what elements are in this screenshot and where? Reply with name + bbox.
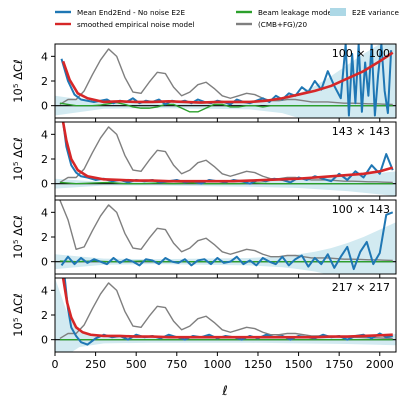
legend-entry: Beam leakage model <box>236 8 334 17</box>
y-tick-label: 2 <box>41 75 48 88</box>
x-tick-label: 1500 <box>285 358 313 371</box>
y-tick-label: 2 <box>41 231 48 244</box>
legend-label: Mean End2End - No noise E2E <box>77 8 185 17</box>
x-tick-label: 500 <box>126 358 147 371</box>
y-tick-label: 4 <box>41 206 48 219</box>
series-line <box>59 48 393 106</box>
y-tick-label: 0 <box>41 178 48 191</box>
panel-title: 100 × 100 <box>332 47 390 60</box>
x-tick-label: 1250 <box>244 358 272 371</box>
y-axis-label: 10⁵ ΔCℓ <box>11 137 25 181</box>
x-tick-label: 2000 <box>366 358 394 371</box>
x-axis-label: ℓ <box>221 384 227 399</box>
y-tick-label: 0 <box>41 100 48 113</box>
series-line <box>61 51 394 104</box>
y-tick-label: 0 <box>41 256 48 269</box>
series-line <box>60 211 394 271</box>
panel-title: 143 × 143 <box>332 125 390 138</box>
variance-band <box>55 44 396 118</box>
plot-area <box>55 44 396 118</box>
panel: 0 2 4 217 × 217 10⁵ ΔCℓ <box>11 277 397 356</box>
y-tick-label: 4 <box>41 284 48 297</box>
panel: 0 2 4 100 × 100 10⁵ ΔCℓ <box>11 43 397 122</box>
legend-entry: smoothed empirical noise model <box>55 20 195 29</box>
x-tick-label: 1000 <box>203 358 231 371</box>
legend-entry: (CMB+FG)/20 <box>236 20 307 29</box>
x-tick-label: 750 <box>166 358 187 371</box>
x-tick-label: 250 <box>85 358 106 371</box>
legend-entry: E2E variance <box>330 8 399 17</box>
x-axis: 0 250 500 750 1000 1250 1500 1750 2000 <box>52 358 394 371</box>
y-axis-label: 10⁵ ΔCℓ <box>11 293 25 337</box>
panel: 0 2 4 143 × 143 10⁵ ΔCℓ <box>11 121 397 200</box>
legend-label: smoothed empirical noise model <box>77 20 195 29</box>
y-axis-label: 10⁵ ΔCℓ <box>11 215 25 259</box>
legend-swatch <box>330 8 346 16</box>
series-line <box>59 200 393 262</box>
legend-label: E2E variance <box>352 8 399 17</box>
x-tick-label: 0 <box>52 358 59 371</box>
legend-label: (CMB+FG)/20 <box>258 20 307 29</box>
panel-title: 100 × 143 <box>332 203 390 216</box>
plot-area <box>55 278 396 352</box>
panel-title: 217 × 217 <box>332 281 390 294</box>
series-line <box>59 181 393 185</box>
y-axis-label: 10⁵ ΔCℓ <box>11 59 25 103</box>
series-line <box>59 126 393 184</box>
y-tick-label: 2 <box>41 153 48 166</box>
series-line <box>61 122 394 183</box>
series-line <box>61 278 393 339</box>
x-tick-label: 1750 <box>325 358 353 371</box>
y-tick-label: 4 <box>41 128 48 141</box>
y-tick-label: 4 <box>41 50 48 63</box>
legend: Mean End2End - No noise E2E smoothed empi… <box>55 8 399 29</box>
legend-label: Beam leakage model <box>258 8 334 17</box>
y-tick-label: 0 <box>41 334 48 347</box>
panel: 0 2 4 100 × 143 10⁵ ΔCℓ <box>11 199 397 278</box>
legend-entry: Mean End2End - No noise E2E <box>55 8 185 17</box>
y-tick-label: 2 <box>41 309 48 322</box>
plot-area <box>55 122 396 196</box>
plot-area <box>55 200 396 274</box>
